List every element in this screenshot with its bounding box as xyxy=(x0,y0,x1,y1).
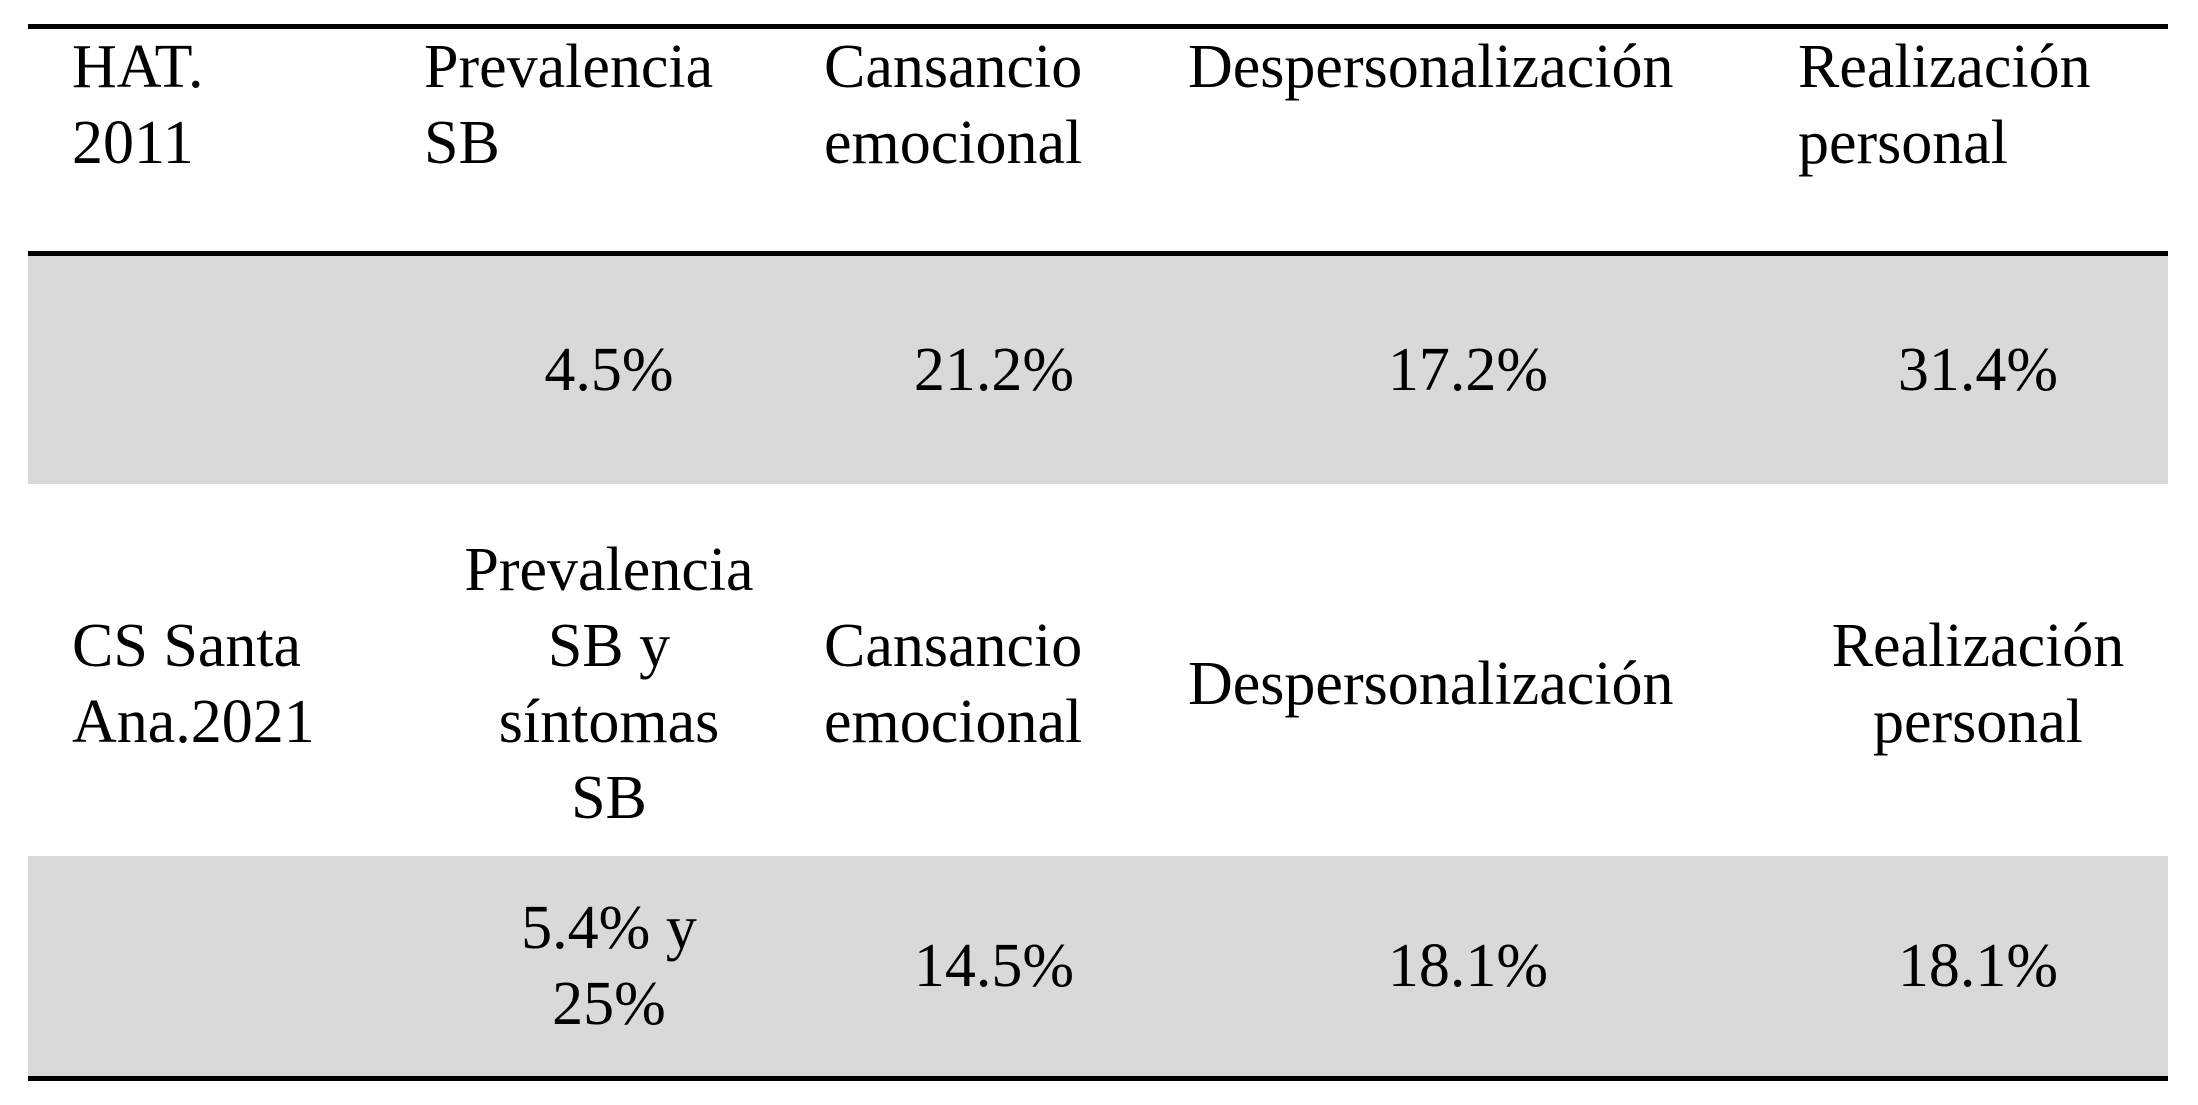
prevalence-header-cell: Prevalencia SB y síntomas SB xyxy=(464,536,754,832)
depersonalization-value-cell: 17.2% xyxy=(1387,336,1549,404)
emotional-exhaustion-value-cell: 21.2% xyxy=(913,336,1075,404)
study-cell xyxy=(72,256,372,484)
personal-accomplishment-header-cell: Realización personal xyxy=(1798,33,2091,177)
table-row: HAT. 2011 Prevalencia SB Cansancio emoci… xyxy=(28,29,2168,253)
emotional-exhaustion-header-cell: Cansancio emocional xyxy=(824,612,1083,756)
emotional-exhaustion-header-cell: Cansancio emocional xyxy=(824,33,1083,177)
table-bottom-rule xyxy=(28,1076,2168,1081)
depersonalization-header-cell: Despersonalización xyxy=(1188,650,1674,718)
study-cell: HAT. 2011 xyxy=(72,33,204,177)
prevalence-value-cell: 4.5% xyxy=(544,336,674,404)
table-row: 4.5% 21.2% 17.2% 31.4% xyxy=(28,256,2168,484)
prevalence-value-cell: 5.4% y 25% xyxy=(521,894,697,1038)
study-cell xyxy=(72,856,372,1076)
study-cell: CS Santa Ana.2021 xyxy=(72,612,315,756)
table-row: CS Santa Ana.2021 Prevalencia SB y sínto… xyxy=(28,484,2168,884)
table-row: 5.4% y 25% 14.5% 18.1% 18.1% xyxy=(28,856,2168,1076)
personal-accomplishment-value-cell: 31.4% xyxy=(1897,336,2059,404)
header-bottom-rule xyxy=(28,251,2168,256)
depersonalization-header-cell: Despersonalización xyxy=(1188,33,1674,101)
personal-accomplishment-value-cell: 18.1% xyxy=(1897,932,2059,1000)
personal-accomplishment-header-cell: Realización personal xyxy=(1831,612,2125,756)
table-top-rule xyxy=(28,24,2168,29)
depersonalization-value-cell: 18.1% xyxy=(1387,932,1549,1000)
prevalence-header-cell: Prevalencia SB xyxy=(424,33,714,177)
emotional-exhaustion-value-cell: 14.5% xyxy=(913,932,1075,1000)
